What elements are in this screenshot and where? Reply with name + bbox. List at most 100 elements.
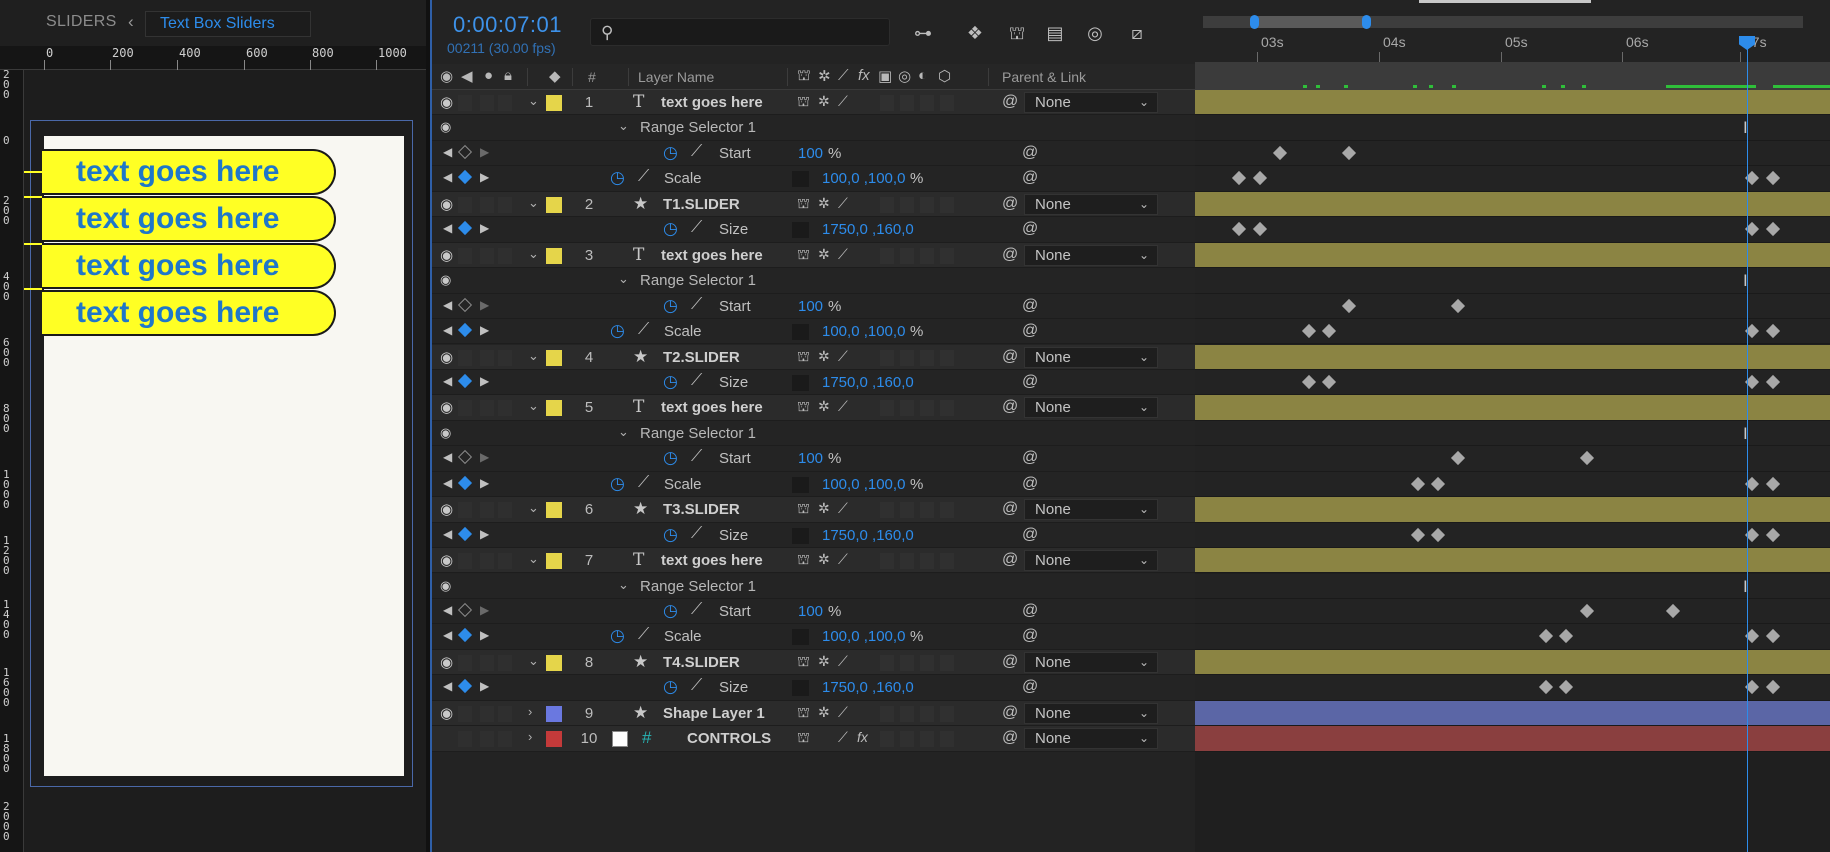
add-keyframe-icon[interactable] [457, 170, 473, 185]
keyframe[interactable] [1301, 374, 1317, 390]
switch-cell[interactable] [458, 705, 472, 722]
keyframe[interactable] [1579, 603, 1595, 619]
link-box[interactable] [792, 222, 809, 239]
stopwatch-icon[interactable]: ◷ [663, 295, 678, 315]
pick-whip-icon[interactable]: @ [1022, 296, 1039, 314]
eye-icon[interactable]: ◉ [440, 552, 454, 570]
switch-cell[interactable] [920, 731, 934, 748]
keyframe[interactable] [1252, 171, 1268, 186]
keyframe[interactable] [1558, 680, 1574, 695]
layer-name[interactable]: Shape Layer 1 [663, 704, 765, 722]
switch-cell[interactable] [498, 705, 512, 722]
property-name[interactable]: Size [719, 526, 749, 544]
parent-dropdown[interactable]: None ⌄ [1024, 244, 1158, 266]
switch-cell[interactable] [920, 247, 934, 264]
time-graph-row[interactable] [1195, 700, 1830, 727]
next-keyframe-icon[interactable]: ▶ [480, 144, 490, 159]
time-graph-row[interactable] [1195, 497, 1830, 523]
switch-cell[interactable] [900, 502, 914, 519]
property-row[interactable]: ◉ ⌄ Range Selector 1 [432, 268, 1195, 294]
next-keyframe-icon[interactable]: ▶ [480, 297, 490, 312]
property-value[interactable]: 100 [798, 297, 824, 315]
keyframe[interactable] [1579, 451, 1595, 466]
stopwatch-icon[interactable]: ◷ [663, 524, 678, 544]
label-color-swatch[interactable] [546, 95, 562, 111]
layer-row[interactable]: ◉ ⌄ 6 ★ T3.SLIDER ⛫ ✲ ⟋ @ None ⌄ [432, 497, 1195, 523]
property-value[interactable]: 100,0 ,100,0 [822, 475, 906, 493]
composition-title[interactable]: SLIDERS [46, 13, 117, 30]
switch-cell[interactable] [940, 705, 954, 722]
prev-keyframe-icon[interactable]: ◀ [443, 679, 453, 694]
eye-icon[interactable]: ◉ [440, 577, 452, 593]
property-row[interactable]: ◀ ▶ ◷ ⟋ Scale 100,0 ,100,0% @ [432, 319, 1195, 345]
group-name[interactable]: Range Selector 1 [640, 577, 756, 595]
time-graph-row[interactable] [1195, 675, 1830, 701]
property-row[interactable]: ◀ ▶ ◷ ⟋ Scale 100,0 ,100,0% @ [432, 471, 1195, 498]
switch-cell[interactable] [880, 654, 894, 671]
frame-blending-icon[interactable]: ▤ [1046, 23, 1064, 43]
property-name[interactable]: Size [719, 221, 749, 239]
property-name[interactable]: Scale [664, 323, 702, 341]
collapse-switch-icon[interactable]: ✲ [818, 347, 830, 364]
time-graph-row[interactable] [1195, 369, 1830, 396]
switch-cell[interactable] [498, 196, 512, 213]
eye-icon[interactable]: ◉ [440, 399, 454, 417]
switch-cell[interactable] [458, 95, 472, 111]
time-graph-row[interactable] [1195, 624, 1830, 650]
link-box[interactable] [792, 476, 809, 493]
chevron-down-icon[interactable]: ⌄ [618, 118, 629, 134]
property-value[interactable]: 1750,0 ,160,0 [822, 221, 914, 239]
switch-cell[interactable] [920, 95, 934, 111]
switch-cell[interactable] [880, 247, 894, 264]
pick-whip-icon[interactable]: @ [1022, 474, 1039, 492]
keyframe[interactable] [1321, 323, 1337, 339]
property-row[interactable]: ◉ ⌄ Range Selector 1 [432, 115, 1195, 141]
eye-icon[interactable]: ◉ [440, 653, 454, 671]
shy-layers-icon[interactable]: ⛫ [1008, 23, 1026, 43]
pick-whip-icon[interactable]: @ [1022, 169, 1039, 187]
time-graph-row[interactable]: I [1195, 420, 1830, 447]
draft-3d-icon[interactable]: ❖ [966, 23, 984, 43]
pick-whip-icon[interactable]: @ [1022, 322, 1039, 340]
pick-whip-icon[interactable]: @ [1022, 143, 1039, 161]
audio-icon[interactable]: ◀ [461, 68, 473, 85]
parent-dropdown[interactable]: None ⌄ [1024, 728, 1158, 750]
text-box-4[interactable]: text goes here [42, 290, 336, 336]
current-time-indicator[interactable] [1747, 40, 1748, 852]
playhead-handle[interactable] [1739, 36, 1755, 50]
composition-breadcrumb[interactable]: Text Box Sliders [145, 11, 311, 37]
pick-whip-icon[interactable]: @ [1022, 220, 1039, 238]
label-color-swatch[interactable] [546, 654, 562, 671]
stopwatch-icon[interactable]: ◷ [663, 371, 678, 391]
column-number[interactable]: # [588, 69, 596, 85]
time-graph-row[interactable] [1195, 166, 1830, 192]
parent-dropdown[interactable]: None ⌄ [1024, 499, 1158, 521]
pick-whip-icon[interactable]: @ [1022, 678, 1039, 696]
prev-keyframe-icon[interactable]: ◀ [443, 526, 453, 541]
switch-cell[interactable] [940, 654, 954, 671]
property-value[interactable]: 100,0 ,100,0 [822, 170, 906, 188]
switch-cell[interactable] [920, 349, 934, 366]
pick-whip-icon[interactable]: @ [1002, 500, 1019, 518]
property-row[interactable]: ◀ ▶ ◷ ⟋ Size 1750,0 ,160,0 @ [432, 522, 1195, 549]
property-name[interactable]: Scale [664, 475, 702, 493]
switch-cell[interactable] [458, 400, 472, 417]
time-graph-row[interactable]: I [1195, 573, 1830, 599]
quality-switch-icon[interactable]: ⟋ [838, 551, 848, 568]
next-keyframe-icon[interactable]: ▶ [480, 628, 490, 643]
prev-keyframe-icon[interactable]: ◀ [443, 475, 453, 490]
link-box[interactable] [792, 324, 809, 341]
keyframe[interactable] [1765, 171, 1781, 186]
prev-keyframe-icon[interactable]: ◀ [443, 323, 453, 338]
quality-switch-icon[interactable]: ⟋ [838, 500, 848, 517]
keyframe[interactable] [1410, 476, 1426, 491]
pick-whip-icon[interactable]: @ [1002, 398, 1019, 416]
chevron-down-icon[interactable]: ⌄ [528, 652, 539, 668]
chevron-down-icon[interactable]: ⌄ [528, 245, 539, 261]
graph-icon[interactable]: ⟋ [691, 142, 703, 160]
pick-whip-icon[interactable]: @ [1022, 627, 1039, 645]
next-keyframe-icon[interactable]: ▶ [480, 526, 490, 541]
